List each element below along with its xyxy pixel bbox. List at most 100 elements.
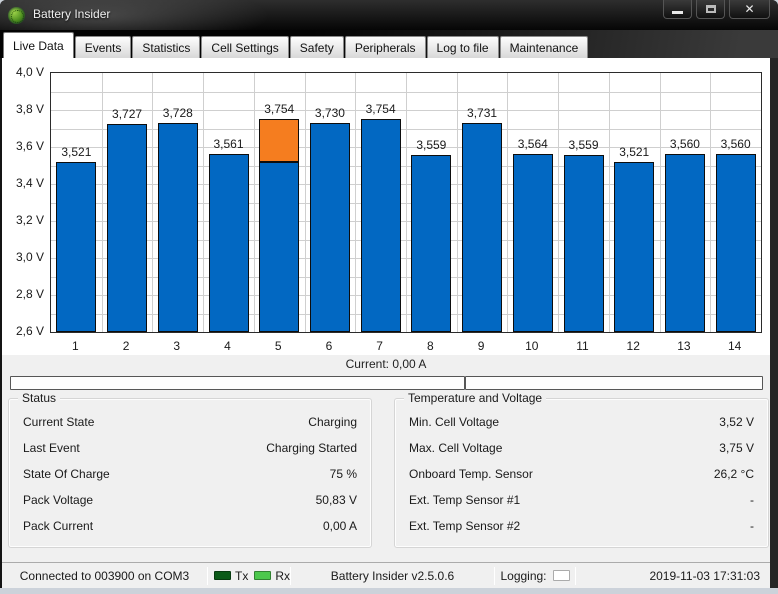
x-axis-tick-label: 13 [677,339,691,353]
statusbar-separator [575,566,576,585]
vertical-gridline [203,73,205,332]
vertical-gridline [608,73,610,332]
vertical-gridline [710,73,712,332]
cell-voltage-bar [56,161,97,332]
statusbar-separator [290,566,291,585]
status-group-title: Status [18,391,61,405]
x-axis-tick-label: 2 [122,339,130,353]
app-icon [8,7,25,24]
close-icon: ✕ [744,2,755,16]
y-axis-tick-label: 3,6 V [15,139,44,153]
x-axis-tick-label: 10 [525,339,539,353]
logging-status: Logging: [495,563,575,588]
y-axis-tick-label: 3,0 V [15,250,44,264]
current-gauge-discharge-segment [10,376,465,390]
current-readout: Current: 0,00 A [345,357,427,371]
row-value: 3,75 V [719,441,754,455]
vertical-gridline [456,73,458,332]
temp-row-onboard-sensor: Onboard Temp. Sensor 26,2 °C [409,467,754,483]
chart-plot-area: 3,521 3,727 3,728 3,561 3,754 3,730 3,754 3,559… [50,72,762,333]
row-label: Pack Current [23,519,94,533]
cell-voltage-bar [157,123,198,332]
tab-live-data[interactable]: Live Data [3,32,74,58]
tab-safety[interactable]: Safety [289,36,344,58]
x-axis-tick-label: 6 [325,339,333,353]
bar-value-label: 3,561 [213,137,244,152]
vertical-gridline [152,73,154,332]
temp-row-min-cell-voltage: Min. Cell Voltage 3,52 V [409,415,754,431]
maximize-button[interactable] [696,0,725,19]
temp-group-title: Temperature and Voltage [404,391,547,405]
live-data-panel: 4,0 V 3,8 V 3,6 V 3,4 V 3,2 V 3,0 V 2,8 V 2,6 V… [2,58,770,562]
txrx-indicators: Tx Rx [208,563,290,588]
desktop-edge [0,588,778,594]
title-bar[interactable]: Battery Insider ✕ [0,0,778,30]
x-axis-tick-label: 3 [173,339,181,353]
cell-voltage-bar [715,154,756,332]
row-value: 26,2 °C [713,467,754,481]
bar-value-label: 3,730 [314,105,345,120]
cell-voltage-bar [360,118,401,332]
vertical-gridline [558,73,560,332]
x-axis-tick-label: 9 [477,339,485,353]
tab-peripherals[interactable]: Peripherals [344,36,426,58]
row-label: Max. Cell Voltage [409,441,503,455]
x-axis-tick-label: 11 [576,339,589,353]
tab-maintenance[interactable]: Maintenance [499,36,589,58]
status-row-current-state: Current State Charging [23,415,357,431]
bar-value-label: 3,559 [416,137,447,152]
vertical-gridline [101,73,103,332]
bar-value-label: 3,564 [517,136,548,151]
y-axis-tick-label: 3,2 V [15,213,44,227]
minimize-button[interactable] [663,0,692,19]
bar-value-label: 3,754 [264,101,295,116]
tab-log-to-file[interactable]: Log to file [426,36,499,58]
status-row-pack-current: Pack Current 0,00 A [23,519,357,535]
vertical-gridline [253,73,255,332]
bar-value-label: 3,560 [669,137,700,152]
status-row-state-of-charge: State Of Charge 75 % [23,467,357,483]
tab-strip: Live Data Events Statistics Cell Setting… [0,30,778,58]
temp-row-ext-sensor-1: Ext. Temp Sensor #1 - [409,493,754,509]
cell-voltage-chart: 4,0 V 3,8 V 3,6 V 3,4 V 3,2 V 3,0 V 2,8 V 2,6 V… [2,58,770,355]
row-value: 3,52 V [719,415,754,429]
cell-voltage-bar [563,154,604,332]
bar-value-label: 3,731 [467,105,498,120]
vertical-gridline [406,73,407,332]
statusbar-separator [207,566,208,585]
cell-voltage-bar [309,122,350,332]
tab-events[interactable]: Events [74,36,132,58]
bar-value-label: 3,560 [720,137,751,152]
x-axis-tick-label: 4 [224,339,231,353]
bar-value-label: 3,521 [61,144,92,159]
row-label: Onboard Temp. Sensor [409,467,533,481]
close-button[interactable]: ✕ [729,0,770,19]
tab-cell-settings[interactable]: Cell Settings [201,36,289,58]
statusbar-separator [494,566,495,585]
row-label: Current State [23,415,95,429]
cell-voltage-bar [411,154,452,332]
app-version: Battery Insider v2.5.0.6 [330,568,455,583]
temp-row-ext-sensor-2: Ext. Temp Sensor #2 - [409,519,754,535]
bar-value-label: 3,754 [365,101,396,116]
row-label: Last Event [23,441,80,455]
row-label: State Of Charge [23,467,110,481]
row-label: Min. Cell Voltage [409,415,500,429]
window-title: Battery Insider [33,7,111,21]
bar-value-label: 3,728 [162,106,193,121]
logging-label: Logging: [500,568,547,583]
tab-statistics[interactable]: Statistics [132,36,201,58]
status-groupbox: Status Current State Charging Last Event… [8,391,372,548]
vertical-gridline [304,73,306,332]
row-value: - [750,493,754,507]
maximize-icon [705,5,716,13]
vertical-gridline [355,73,357,332]
y-axis-tick-label: 4,0 V [15,65,44,79]
x-axis-tick-label: 7 [376,339,383,353]
row-value: 50,83 V [315,493,357,507]
cell-voltage-bar [664,154,705,332]
tx-indicator-led [214,571,231,580]
y-axis-tick-label: 2,8 V [15,287,44,301]
temp-row-max-cell-voltage: Max. Cell Voltage 3,75 V [409,441,754,457]
